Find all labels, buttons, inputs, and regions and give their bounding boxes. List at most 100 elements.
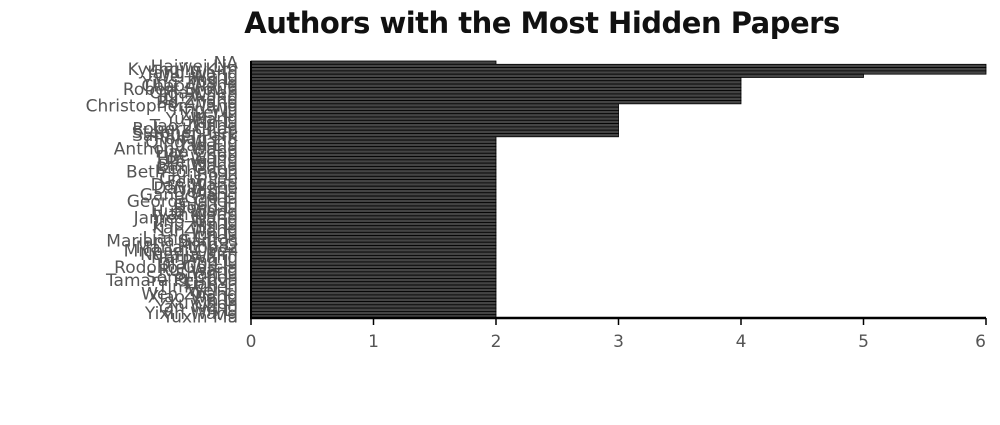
x-tick-label-3: 3	[613, 332, 624, 352]
category-label-38: David Lee	[153, 179, 238, 199]
category-label-51: Lin Wang	[160, 222, 238, 242]
bar-0	[250, 60, 497, 65]
bar-25	[250, 142, 497, 148]
category-label-75: Yi Li	[203, 301, 238, 321]
category-label-31: Bin Wang	[158, 156, 238, 176]
bar-69	[250, 287, 497, 293]
category-label-70: Wen Zhang	[141, 284, 238, 304]
bar-41	[250, 195, 497, 200]
bar-31	[250, 162, 497, 167]
bar-33	[250, 169, 497, 174]
x-tick-label-2: 2	[491, 332, 502, 352]
bar-16	[250, 113, 619, 118]
category-label-62: Rodolfo Garcia	[114, 258, 238, 278]
category-label-21: Stephen Lee	[132, 123, 238, 143]
category-label-11: Li Zhang	[164, 90, 238, 110]
category-label-71: Xiao Wang	[148, 288, 238, 308]
x-tick-label-0: 0	[246, 332, 257, 352]
bar-30	[250, 159, 497, 164]
bar-7	[250, 83, 742, 88]
bar-5	[250, 77, 742, 82]
category-label-52: Jun Li	[191, 225, 238, 245]
bar-13	[250, 103, 619, 108]
x-tick-label-6: 6	[975, 332, 986, 352]
category-label-13: Christopher Wang	[86, 96, 238, 116]
category-label-45: Hua Wang	[151, 202, 238, 222]
category-label-12: Bo Zhang	[156, 93, 238, 113]
bar-20	[250, 126, 619, 131]
bar-56	[250, 245, 497, 250]
bar-17	[250, 116, 619, 121]
category-label-77: Yuxin Ma	[162, 307, 238, 327]
bar-61	[250, 261, 497, 266]
bar-23	[250, 136, 497, 141]
category-label-65: Song Chen	[146, 268, 238, 288]
category-label-59: Nan Wang	[151, 248, 238, 268]
category-label-26: Anthony Wang	[114, 139, 238, 159]
bar-59	[250, 254, 497, 260]
category-label-46: Ivan Chen	[152, 205, 238, 225]
category-label-58: Natalia Kim	[140, 245, 238, 265]
category-label-25: Yan Liu	[177, 136, 238, 156]
bar-39	[250, 189, 497, 194]
bar-52	[250, 231, 497, 237]
bar-62	[250, 264, 497, 269]
bar-6	[250, 80, 742, 85]
category-label-27: Hao Chen	[155, 143, 238, 163]
category-label-49: Jin Li	[197, 215, 238, 235]
category-label-24: Qing Wang	[145, 133, 238, 153]
category-label-44: Hong Li	[174, 199, 238, 219]
bar-40	[250, 192, 497, 197]
category-label-32: Ben Chen	[156, 159, 238, 179]
bar-68	[250, 284, 497, 289]
bar-32	[250, 166, 497, 171]
bars-layer	[250, 60, 987, 319]
category-label-54: Mariana Santos	[106, 232, 238, 252]
bar-15	[250, 110, 619, 115]
bar-57	[250, 248, 497, 253]
category-label-6: Ying Zhang	[141, 73, 238, 93]
category-label-74: Yan Wang	[155, 297, 238, 317]
category-label-23: Ronan Liu	[154, 129, 238, 149]
category-label-66: Tamara Petrova	[105, 271, 238, 291]
category-label-16: Xin Liu	[180, 106, 238, 126]
category-label-2: Kyungjin Kim	[128, 60, 238, 80]
category-label-43: Guo Liu	[173, 195, 238, 215]
bar-47	[250, 215, 497, 220]
category-label-50: Kai Zhang	[152, 218, 238, 238]
category-label-67: Tian Li	[182, 274, 238, 294]
category-label-37: Dan Wang	[151, 176, 238, 196]
bar-34	[250, 172, 497, 177]
category-label-9: Olga Chen	[149, 83, 238, 103]
chart-title: Authors with the Most Hidden Papers	[244, 6, 840, 40]
category-label-15: Lei Li	[194, 103, 238, 123]
bar-66	[250, 278, 497, 283]
bar-11	[250, 96, 742, 101]
category-label-10: Jun Wang	[157, 87, 238, 107]
x-tick-label-4: 4	[736, 332, 747, 352]
bar-54	[250, 238, 497, 243]
bar-22	[250, 133, 619, 138]
category-label-61: Qiang Liu	[158, 255, 238, 275]
bar-37	[250, 182, 497, 187]
category-label-63: Rui Wang	[158, 261, 238, 281]
bar-10	[250, 93, 742, 98]
bar-29	[250, 156, 497, 161]
x-axis: 0 1 2 3 4 5 6	[246, 61, 987, 352]
bar-9	[250, 90, 742, 95]
bar-73	[250, 301, 497, 306]
category-label-64: Shan Li	[176, 265, 238, 285]
bar-44	[250, 205, 497, 210]
category-label-34: Bo Li	[196, 166, 238, 186]
category-label-7: Chao Wang	[141, 77, 238, 97]
category-label-19: Tao Zhang	[149, 116, 238, 136]
category-label-14: Ying Wu	[169, 100, 238, 120]
bar-64	[250, 271, 497, 276]
bar-71	[250, 294, 497, 299]
bar-74	[250, 304, 497, 309]
category-label-1: Haiwei Liu	[151, 57, 238, 77]
category-label-8: Robert Brown	[123, 80, 238, 100]
category-label-72: Xin Li	[191, 291, 238, 311]
category-label-18: Jian Li	[186, 113, 238, 133]
